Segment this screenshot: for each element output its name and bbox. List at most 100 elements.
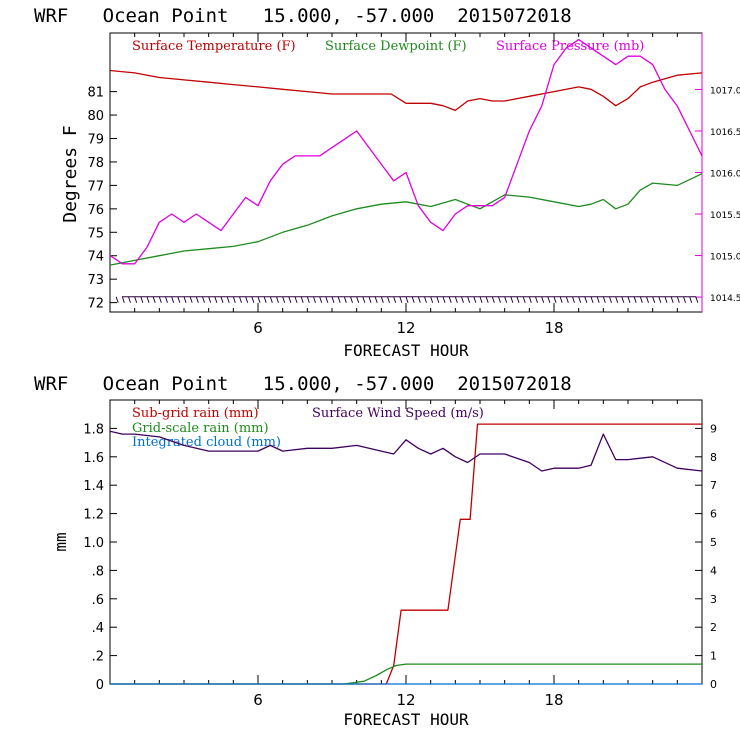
wind-barb bbox=[128, 296, 131, 303]
wind-barb bbox=[239, 296, 242, 303]
wind-barb bbox=[559, 296, 563, 303]
wind-barb bbox=[269, 296, 273, 303]
wind-barb bbox=[337, 296, 341, 303]
y-tick-label: 77 bbox=[87, 179, 104, 194]
wind-barb bbox=[639, 296, 643, 303]
wind-barb bbox=[177, 296, 181, 303]
y-tick-label: 0 bbox=[96, 678, 104, 693]
wind-barb bbox=[202, 296, 205, 303]
y-tick-label: 74 bbox=[87, 250, 104, 265]
wind-barb bbox=[374, 296, 378, 303]
wind-barb bbox=[356, 296, 360, 303]
wind-barb bbox=[380, 296, 384, 303]
wind-barb bbox=[393, 296, 397, 303]
wind-barb bbox=[121, 296, 125, 303]
x-tick-label: 6 bbox=[253, 691, 263, 709]
chart-title: WRF Ocean Point 15.000, -57.000 20150720… bbox=[34, 5, 572, 27]
wind-barb bbox=[399, 296, 403, 303]
wind-barb bbox=[565, 296, 569, 303]
wind-barb bbox=[158, 296, 162, 303]
wind-barb bbox=[621, 296, 625, 303]
y2-tick-label: 1014.5 bbox=[710, 294, 740, 304]
y-tick-label: 1.8 bbox=[83, 422, 104, 437]
y2-tick-label: 1016.5 bbox=[710, 128, 740, 138]
x-tick-label: 18 bbox=[544, 319, 563, 337]
wind-barb bbox=[646, 296, 649, 303]
wind-barb bbox=[343, 296, 347, 303]
y-tick-label: 76 bbox=[87, 203, 104, 218]
legend: Sub-grid rain (mm) Grid-scale rain (mm) … bbox=[132, 406, 484, 450]
y2-tick-label: 1017.0 bbox=[710, 86, 740, 96]
wind-barb bbox=[479, 296, 483, 303]
series-line-surface-pressure-mb bbox=[109, 38, 703, 265]
wind-barb bbox=[633, 296, 637, 303]
x-tick-label: 12 bbox=[396, 319, 415, 337]
y2-tick-label: 0 bbox=[710, 678, 717, 691]
wind-barb bbox=[602, 296, 606, 303]
legend-entry: Integrated cloud (mm) bbox=[132, 435, 281, 450]
wind-barb bbox=[670, 296, 674, 303]
legend-entry: Surface Pressure (mb) bbox=[496, 39, 644, 54]
wind-barb bbox=[510, 296, 514, 303]
wind-barb bbox=[578, 296, 582, 303]
y-tick-label: 1.2 bbox=[83, 508, 104, 523]
wind-barb bbox=[220, 296, 224, 303]
y2-tick-label: 5 bbox=[710, 536, 717, 549]
y-axis-ticks: 72 73 74 75 76 77 78 79 80 81 bbox=[87, 86, 117, 312]
series-line-surface-wind-speed-m-s bbox=[109, 430, 703, 472]
x-tick-label: 12 bbox=[396, 691, 415, 709]
precipitation-wind-panel: WRF Ocean Point 15.000, -57.000 20150720… bbox=[34, 373, 717, 729]
y-tick-label: 80 bbox=[87, 109, 104, 124]
y-tick-label: 78 bbox=[87, 156, 104, 171]
wind-barb bbox=[306, 296, 310, 303]
wind-barb bbox=[528, 296, 532, 303]
wind-barb bbox=[485, 296, 489, 303]
wind-barb bbox=[504, 296, 508, 303]
wind-barb bbox=[448, 296, 452, 303]
wind-barb bbox=[319, 296, 323, 303]
series-layer bbox=[109, 38, 703, 266]
y2-tick-label: 1015.0 bbox=[710, 253, 740, 263]
wind-barb bbox=[695, 296, 699, 303]
wind-barb bbox=[405, 296, 409, 303]
wind-barb bbox=[195, 296, 199, 303]
wind-barb bbox=[276, 296, 279, 303]
wind-barb bbox=[362, 296, 366, 303]
y2-tick-label: 1 bbox=[710, 650, 717, 663]
wind-barb bbox=[288, 296, 292, 303]
wind-barb bbox=[498, 296, 501, 303]
wind-barb bbox=[387, 296, 390, 303]
x-tick-label: 18 bbox=[544, 691, 563, 709]
wind-barb bbox=[232, 296, 236, 303]
x-axis-ticks: 6 12 18 bbox=[134, 400, 678, 709]
series-line-surface-temperature-f bbox=[109, 69, 703, 112]
wind-barb bbox=[491, 296, 495, 303]
y2-tick-label: 1015.5 bbox=[710, 211, 740, 221]
wind-barb bbox=[245, 296, 249, 303]
wind-barb bbox=[140, 296, 144, 303]
wind-barb bbox=[689, 296, 693, 303]
wind-barb bbox=[627, 296, 631, 303]
y2-tick-label: 8 bbox=[710, 451, 717, 464]
y-axis-ticks: 0 .2 .4 .6 .8 1.0 1.2 1.4 1.6 1.8 bbox=[83, 422, 117, 693]
y-tick-label: 1.6 bbox=[83, 451, 104, 466]
y-axis-label: mm bbox=[51, 532, 70, 551]
wind-barb bbox=[516, 296, 520, 303]
x-axis-label: FORECAST HOUR bbox=[343, 341, 469, 360]
wind-barb bbox=[214, 296, 218, 303]
wind-barb bbox=[146, 296, 150, 303]
wind-barb bbox=[454, 296, 458, 303]
wind-barb bbox=[683, 296, 686, 303]
y2-axis-ticks: 0 1 2 3 4 5 6 7 8 9 bbox=[695, 422, 717, 691]
y2-tick-label: 4 bbox=[710, 564, 717, 577]
y2-tick-label: 6 bbox=[710, 508, 717, 521]
wind-barb bbox=[615, 296, 619, 303]
wind-barb bbox=[590, 296, 594, 303]
y-tick-label: .8 bbox=[92, 564, 104, 579]
wind-barb bbox=[553, 296, 557, 303]
wind-barb bbox=[467, 296, 471, 303]
wind-barb bbox=[251, 296, 255, 303]
x-axis-ticks: 6 12 18 bbox=[134, 33, 678, 337]
wind-barb bbox=[609, 296, 612, 303]
legend-entry: Surface Wind Speed (m/s) bbox=[312, 406, 484, 421]
